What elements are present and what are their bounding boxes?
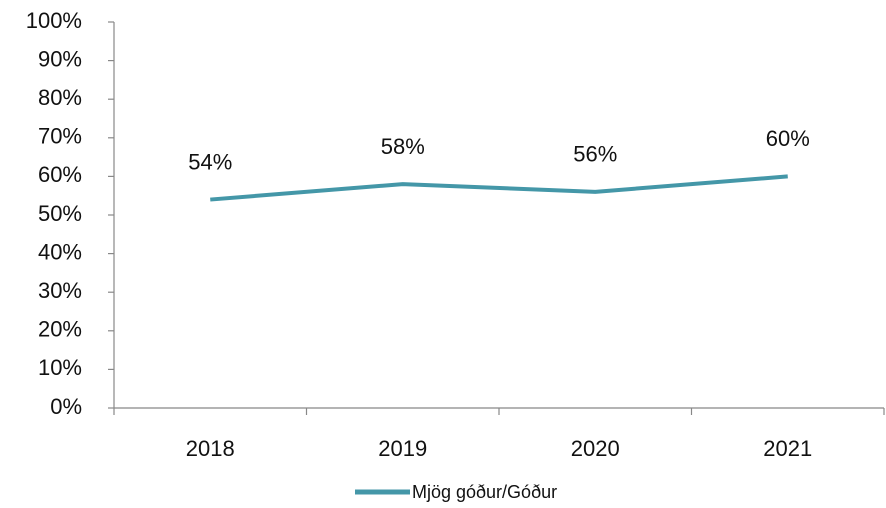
x-tick-label: 2021 [763,436,812,461]
y-tick-label: 0% [50,394,82,419]
y-tick-label: 90% [38,46,82,71]
y-tick-label: 80% [38,85,82,110]
series-line [210,174,788,202]
data-label: 54% [188,149,232,174]
y-tick-label: 10% [38,355,82,380]
y-tick-label: 100% [26,8,82,33]
data-label: 56% [573,142,617,167]
y-tick-label: 70% [38,124,82,149]
y-tick-label: 60% [38,162,82,187]
y-tick-label: 20% [38,317,82,342]
y-tick-label: 30% [38,278,82,303]
legend-label: Mjög góður/Góður [412,482,557,502]
y-tick-label: 40% [38,239,82,264]
y-tick-label: 50% [38,201,82,226]
x-tick-label: 2018 [186,436,235,461]
x-tick-label: 2019 [378,436,427,461]
x-tick-label: 2020 [571,436,620,461]
data-label: 60% [766,126,810,151]
data-label: 58% [381,134,425,159]
